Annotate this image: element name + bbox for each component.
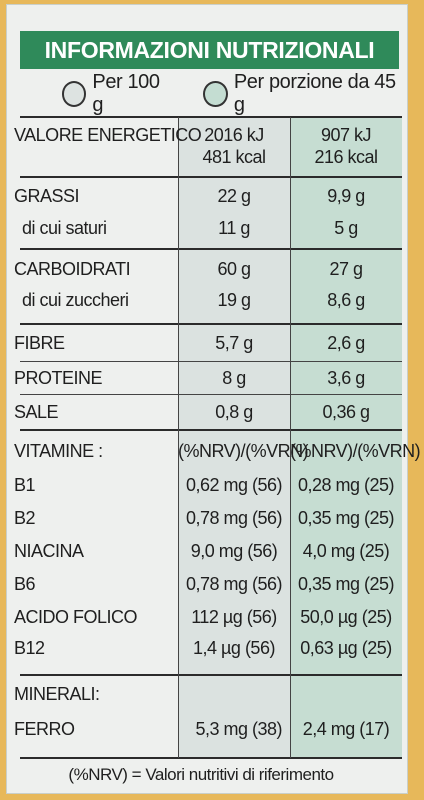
vitamin-b2-label: B2: [14, 508, 36, 528]
vitamin-b6-per-portion: 0,35 mg (25): [297, 574, 395, 594]
legend-per-portion: Per porzione da 45 g: [203, 71, 399, 117]
salt-per-portion: 0,36 g: [322, 402, 370, 422]
divider: [20, 176, 402, 178]
divider: [20, 361, 402, 362]
per100-circle-icon: [62, 81, 87, 107]
divider: [20, 757, 402, 759]
fat-label: GRASSI: [14, 186, 80, 206]
column-divider: [178, 117, 179, 758]
legend-per-portion-label: Per porzione da 45 g: [233, 71, 396, 116]
vitamin-niacin-per-portion: 4,0 mg (25): [302, 541, 390, 561]
carbs-per-portion: 27 g: [329, 259, 363, 279]
column-legend: Per 100 g Per porzione da 45 g: [20, 71, 399, 116]
carbs-per100: 60 g: [217, 259, 251, 279]
vitamin-b12-per-portion: 0,63 µg (25): [300, 638, 392, 658]
sugars-label: di cui zuccheri: [22, 290, 129, 310]
saturated-per100: 11 g: [218, 218, 250, 238]
vitamin-b1-per-portion: 0,28 mg (25): [297, 475, 395, 495]
legend-per100: Per 100 g: [62, 71, 169, 117]
column-per-portion-background: [290, 117, 402, 758]
vitamins-header-per-portion: (%NRV)/(%VRN): [290, 441, 421, 461]
vitamins-label: VITAMINE :: [14, 441, 103, 461]
sugars-per-portion: 8,6 g: [327, 290, 365, 310]
vitamin-folic-acid-per-portion: 50,0 µg (25): [300, 607, 392, 627]
divider: [20, 429, 402, 431]
minerals-label: MINERALI:: [14, 684, 100, 704]
fibre-per-portion: 2,6 g: [327, 333, 365, 353]
carbs-label: CARBOIDRATI: [14, 259, 131, 279]
vitamin-b12-per100: 1,4 µg (56): [193, 638, 275, 658]
saturated-per-portion: 5 g: [334, 218, 358, 238]
energy-kj-per-portion: 907 kJ: [320, 125, 372, 145]
column-per100-background: [178, 117, 290, 758]
mineral-iron-per100: 5,3 mg (38): [195, 719, 282, 739]
energy-kcal-per100: 481 kcal: [202, 147, 266, 167]
fibre-label: FIBRE: [14, 333, 65, 353]
nutrition-title-bar: INFORMAZIONI NUTRIZIONALI: [20, 31, 399, 69]
divider: [20, 248, 402, 250]
vitamin-folic-acid-label: ACIDO FOLICO: [14, 607, 138, 627]
vitamin-b6-label: B6: [14, 574, 36, 594]
energy-kcal-per-portion: 216 kcal: [314, 147, 378, 167]
vitamin-folic-acid-per100: 112 µg (56): [191, 607, 277, 627]
divider: [20, 116, 402, 118]
vitamin-b2-per-portion: 0,35 mg (25): [297, 508, 395, 528]
vitamin-niacin-per100: 9,0 mg (56): [190, 541, 278, 561]
vitamin-niacin-label: NIACINA: [14, 541, 84, 561]
mineral-iron-label: FERRO: [14, 719, 75, 739]
vitamin-b1-label: B1: [14, 475, 36, 495]
fat-per-portion: 9,9 g: [327, 186, 365, 206]
column-divider: [290, 117, 291, 758]
fat-per100: 22 g: [217, 186, 251, 206]
divider: [20, 323, 402, 325]
protein-label: PROTEINE: [14, 368, 103, 388]
legend-per100-label: Per 100 g: [92, 71, 160, 116]
salt-per100: 0,8 g: [215, 402, 253, 422]
divider: [20, 674, 402, 676]
per-portion-circle-icon: [203, 81, 228, 107]
fibre-per100: 5,7 g: [215, 333, 253, 353]
protein-per-portion: 3,6 g: [327, 368, 365, 388]
protein-per100: 8 g: [222, 368, 246, 388]
saturated-label: di cui saturi: [22, 218, 107, 238]
sugars-per100: 19 g: [217, 290, 251, 310]
divider: [20, 394, 402, 395]
vitamins-header-per100: (%NRV)/(%VRN): [178, 441, 309, 461]
vitamin-b2-per100: 0,78 mg (56): [185, 508, 283, 528]
salt-label: SALE: [14, 402, 59, 422]
mineral-iron-per-portion: 2,4 mg (17): [302, 719, 390, 739]
nutrition-title: INFORMAZIONI NUTRIZIONALI: [44, 36, 375, 63]
vitamin-b12-label: B12: [14, 638, 45, 658]
nrv-footnote: (%NRV) = Valori nutritivi di riferimento: [68, 765, 334, 784]
energy-label: VALORE ENERGETICO: [14, 125, 202, 145]
energy-kj-per100: 2016 kJ: [204, 125, 264, 145]
vitamin-b6-per100: 0,78 mg (56): [185, 574, 283, 594]
vitamin-b1-per100: 0,62 mg (56): [185, 475, 283, 495]
